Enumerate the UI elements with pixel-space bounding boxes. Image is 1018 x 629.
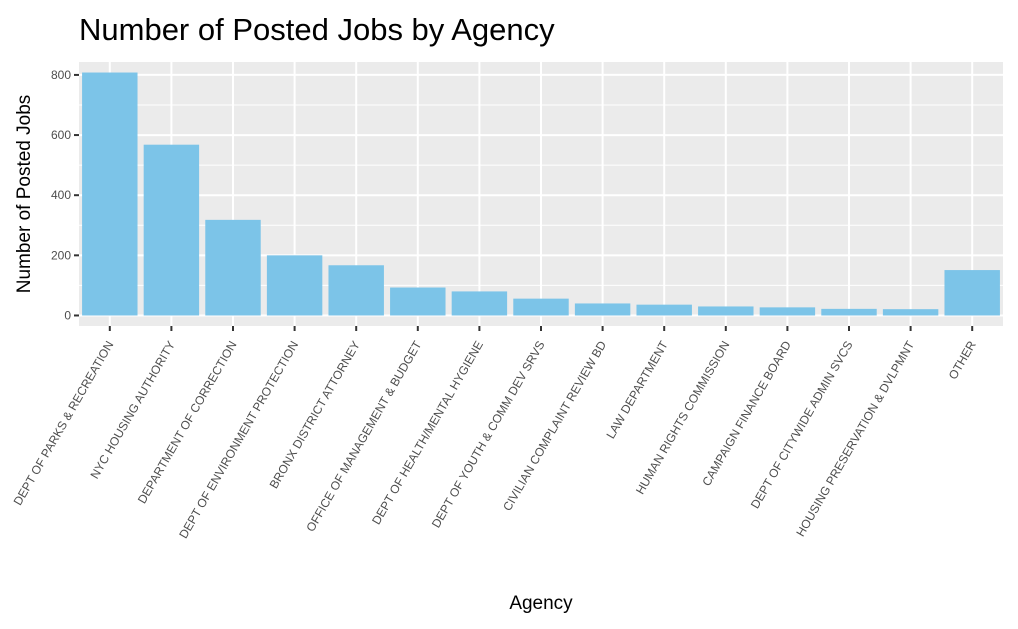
bar	[390, 287, 446, 316]
bar	[143, 144, 200, 316]
bar	[513, 298, 569, 316]
bar	[636, 304, 692, 316]
bar	[821, 308, 877, 316]
x-tick-label: DEPT OF HEALTH/MENTAL HYGIENE	[369, 339, 486, 528]
y-tick-label: 800	[51, 68, 71, 82]
bar	[328, 265, 384, 316]
x-axis-title: Agency	[509, 593, 573, 614]
bars	[82, 72, 1000, 316]
x-tick-label: OFFICE OF MANAGEMENT & BUDGET	[303, 338, 424, 534]
bar	[759, 307, 816, 316]
y-tick-label: 0	[64, 308, 71, 322]
x-tick-label: DEPT OF YOUTH & COMM DEV SRVS	[429, 339, 548, 531]
bar	[266, 255, 323, 316]
bar	[451, 291, 508, 316]
chart-title: Number of Posted Jobs by Agency	[79, 12, 555, 47]
bar	[882, 309, 939, 316]
x-tick-label: LAW DEPARTMENT	[603, 338, 671, 441]
y-axis: 0 200 400 600 800	[51, 68, 79, 322]
bar	[698, 306, 754, 316]
bar	[574, 303, 631, 316]
x-tick-label: DEPT OF CITYWIDE ADMIN SVCS	[748, 339, 856, 512]
y-tick-label: 200	[51, 248, 71, 262]
y-tick-label: 400	[51, 188, 71, 202]
x-tick-label: OTHER	[946, 338, 979, 382]
bar	[82, 72, 138, 316]
bar	[205, 219, 261, 316]
x-tick-label: HOUSING PRESERVATION & DVLPMNT	[793, 338, 917, 539]
y-tick-label: 600	[51, 128, 71, 142]
y-axis-title: Number of Posted Jobs	[14, 95, 35, 294]
x-tick-label: CIVILIAN COMPLAINT REVIEW BD	[500, 338, 609, 513]
x-tick-label: DEPT OF ENVIRONMENT PROTECTION	[176, 339, 301, 541]
x-tick-label: DEPT OF PARKS & RECREATION	[11, 339, 117, 508]
bar	[944, 270, 1000, 316]
